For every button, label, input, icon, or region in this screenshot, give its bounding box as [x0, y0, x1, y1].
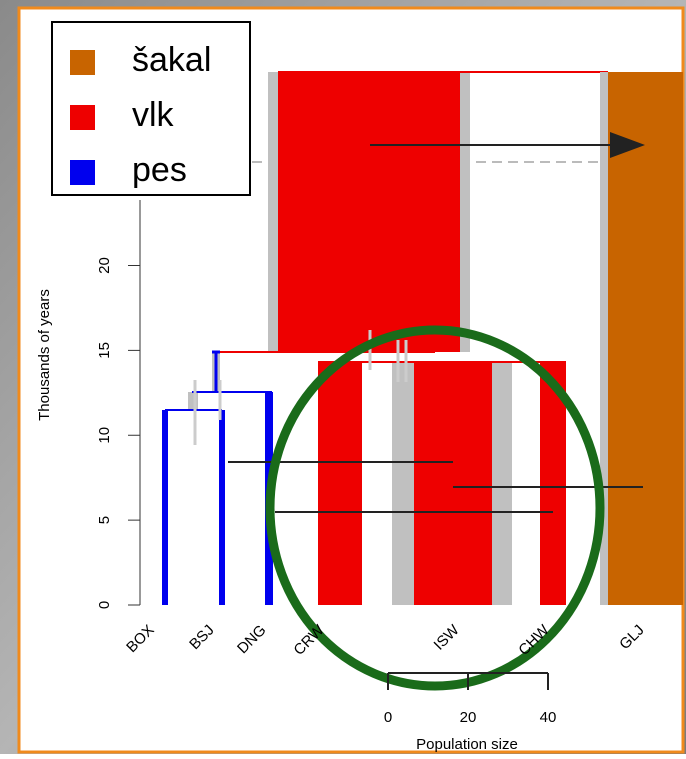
legend-label: pes	[132, 151, 187, 189]
legend-swatch	[70, 50, 95, 75]
legend-label: šakal	[132, 41, 211, 79]
y-tick-label: 5	[96, 516, 113, 524]
chart: Thousands of years Population size 0 5 10 1…	[0, 0, 686, 754]
page: Thousands of years Population size 0 5 10 1…	[0, 0, 686, 759]
legend-swatch	[70, 160, 95, 185]
y-tick-label: 0	[96, 601, 113, 609]
legend-label: vlk	[132, 96, 175, 134]
y-axis-label: Thousands of years	[36, 289, 53, 421]
legend-swatch	[70, 105, 95, 130]
y-tick-label: 15	[96, 342, 113, 359]
scale-tick-label: 0	[384, 709, 392, 726]
y-tick-label: 10	[96, 427, 113, 444]
scale-tick-label: 20	[460, 709, 477, 726]
scale-tick-label: 40	[540, 709, 557, 726]
scale-label: Population size	[416, 736, 518, 753]
y-tick-label: 20	[96, 257, 113, 274]
